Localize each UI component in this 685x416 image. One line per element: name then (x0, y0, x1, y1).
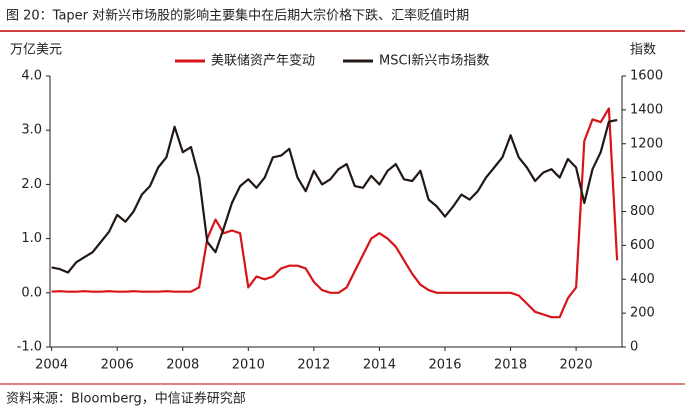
y-tick-label: -1.0 (17, 340, 42, 355)
y2-tick-label: 400 (630, 272, 655, 287)
x-tick-label: 2012 (297, 358, 330, 373)
x-tick-label: 2016 (428, 358, 461, 373)
y2-tick-label: 800 (630, 204, 655, 219)
y2-tick-label: 200 (630, 306, 655, 321)
chart-title: 图 20：Taper 对新兴市场股的影响主要集中在后期大宗价格下跌、汇率贬值时期 (6, 8, 469, 24)
y-tick-label: 1.0 (21, 231, 42, 246)
y2-tick-label: 1600 (630, 69, 663, 84)
y-axis-label: 万亿美元 (10, 43, 62, 58)
legend-label: MSCI新兴市场指数 (379, 53, 489, 69)
y-tick-label: 4.0 (21, 69, 42, 84)
x-tick-label: 2014 (363, 358, 396, 373)
x-tick-label: 2020 (560, 358, 593, 373)
x-tick-label: 2006 (101, 358, 134, 373)
y2-axis-label: 指数 (630, 43, 656, 58)
source: 资料来源：Bloomberg，中信证券研究部 (6, 391, 246, 407)
legend-label: 美联储资产年变动 (211, 53, 315, 69)
y2-tick-label: 1200 (630, 136, 663, 151)
y-tick-label: 3.0 (21, 123, 42, 138)
x-tick-label: 2008 (166, 358, 199, 373)
x-tick-label: 2018 (494, 358, 527, 373)
y-tick-label: 2.0 (21, 177, 42, 192)
y2-tick-label: 1400 (630, 102, 663, 117)
series-line (51, 118, 618, 274)
y2-tick-label: 600 (630, 238, 655, 253)
x-tick-label: 2010 (232, 358, 265, 373)
y-tick-label: 0.0 (21, 285, 42, 300)
x-tick-label: 2004 (35, 358, 68, 373)
series-line (51, 107, 619, 319)
y2-tick-label: 0 (630, 340, 638, 355)
y2-tick-label: 1000 (630, 170, 663, 185)
